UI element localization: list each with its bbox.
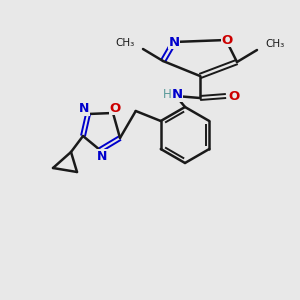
Text: O: O [221, 34, 233, 46]
Text: N: N [171, 88, 183, 101]
Text: N: N [168, 35, 180, 49]
Text: H: H [163, 88, 171, 101]
Text: CH₃: CH₃ [265, 39, 284, 49]
Text: N: N [79, 103, 89, 116]
Text: O: O [110, 101, 121, 115]
Text: O: O [228, 89, 240, 103]
Text: CH₃: CH₃ [116, 38, 135, 48]
Text: N: N [97, 149, 107, 163]
